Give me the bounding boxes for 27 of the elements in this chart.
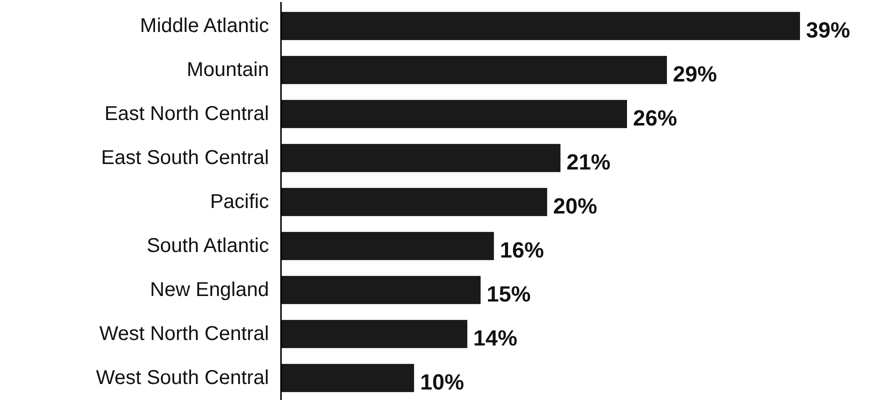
bar bbox=[281, 188, 548, 216]
data-label: 26% bbox=[633, 106, 678, 130]
data-label: 29% bbox=[672, 62, 717, 86]
bar bbox=[281, 12, 800, 40]
y-tick-label: South Atlantic bbox=[146, 235, 269, 257]
bar bbox=[281, 56, 667, 84]
bar bbox=[281, 232, 494, 260]
data-label: 20% bbox=[553, 194, 598, 218]
data-label: 15% bbox=[486, 282, 531, 306]
y-tick-label: West South Central bbox=[96, 367, 269, 389]
y-tick-label: West North Central bbox=[99, 323, 269, 345]
y-tick-label: East North Central bbox=[104, 103, 269, 125]
bar bbox=[281, 320, 468, 348]
y-tick-label: East South Central bbox=[101, 147, 269, 169]
y-tick-label: Pacific bbox=[210, 191, 269, 213]
data-label: 21% bbox=[566, 150, 611, 174]
data-label: 39% bbox=[806, 18, 850, 42]
data-label: 16% bbox=[500, 238, 544, 262]
data-label: 10% bbox=[420, 370, 464, 394]
bar bbox=[281, 100, 627, 128]
y-tick-label: Middle Atlantic bbox=[140, 15, 269, 37]
y-tick-label: New England bbox=[150, 279, 269, 301]
bar bbox=[281, 276, 481, 304]
bar bbox=[281, 364, 414, 392]
y-tick-label: Mountain bbox=[186, 59, 269, 81]
data-label: 14% bbox=[473, 326, 518, 350]
bar bbox=[281, 144, 560, 172]
